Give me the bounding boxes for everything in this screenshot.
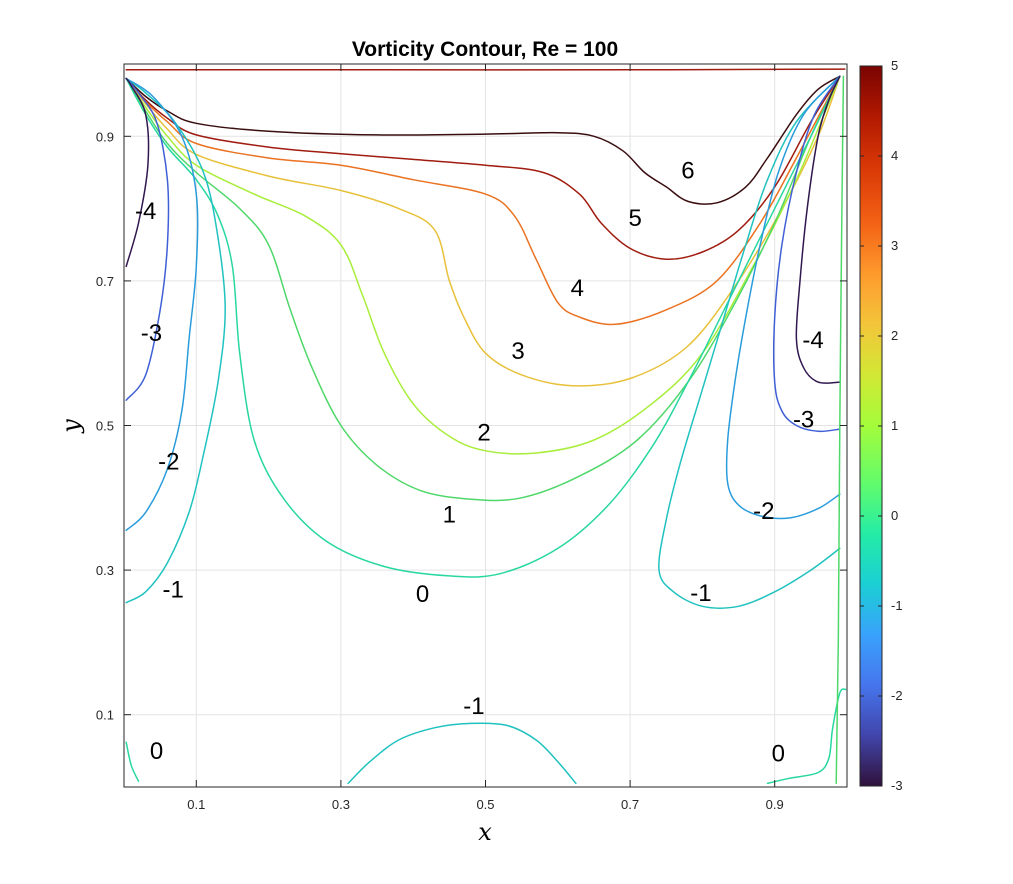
contour-line-level-4	[125, 75, 841, 326]
contour-line-level-neg2	[725, 75, 841, 520]
contour-label: -2	[158, 449, 179, 476]
x-axis-ticks: 0.1 0.3 0.5 0.7 0.9	[187, 64, 784, 812]
contour-label: 0	[150, 738, 163, 765]
contour-line-level-6	[125, 75, 841, 205]
y-tick-label: 0.3	[96, 563, 114, 578]
contour-line-level-1	[125, 75, 841, 502]
contour-label: 5	[628, 205, 641, 232]
y-tick-label: 0.5	[96, 419, 114, 434]
x-tick-label: 0.9	[766, 797, 784, 812]
colorbar-tick-label: 0	[891, 508, 898, 523]
x-axis-label: x	[478, 818, 492, 846]
contour-label: 6	[681, 157, 694, 184]
y-axis-label: y	[57, 419, 85, 434]
x-tick-label: 0.7	[621, 797, 639, 812]
contour-label: 3	[511, 338, 524, 365]
contour-line-level-0	[125, 741, 140, 782]
contour-label: -4	[802, 327, 823, 354]
contour-lines	[125, 68, 847, 785]
contour-line-level-2	[125, 75, 841, 455]
colorbar-tick-label: 3	[891, 238, 898, 253]
y-axis-ticks: 0.1 0.3 0.5 0.7 0.9	[96, 129, 847, 723]
contour-line-level-0	[766, 688, 847, 785]
contour-line-level-neg1	[347, 722, 577, 785]
contour-label: -4	[135, 198, 156, 225]
contour-label: 0	[772, 741, 785, 768]
colorbar-ticks: 5 4 3 2 1 0 -1 -2 -3	[860, 58, 903, 793]
contour-line-level-neg2	[125, 77, 199, 532]
contour-label: -3	[141, 320, 162, 347]
contour-label: -1	[463, 693, 484, 720]
colorbar-tick-label: 2	[891, 328, 898, 343]
contour-label: 0	[416, 581, 429, 608]
contour-line-level-neg3	[773, 75, 841, 433]
y-tick-label: 0.7	[96, 274, 114, 289]
contour-label: 2	[477, 420, 490, 447]
contour-label: 4	[571, 275, 584, 302]
colorbar-tick-label: 1	[891, 418, 898, 433]
colorbar-tick-label: -1	[891, 598, 903, 613]
colorbar-tick-label: -2	[891, 688, 903, 703]
contour-label: -3	[793, 407, 814, 434]
colorbar-tick-label: 4	[891, 148, 898, 163]
chart-title: Vorticity Contour, Re = 100	[352, 38, 618, 61]
contour-line-level-5	[125, 75, 841, 261]
x-tick-label: 0.1	[187, 797, 205, 812]
x-tick-label: 0.5	[476, 797, 494, 812]
contour-label: -2	[753, 498, 774, 525]
contour-line-level-neg1	[658, 75, 841, 609]
contour-label: 1	[443, 501, 456, 528]
y-tick-label: 0.9	[96, 129, 114, 144]
colorbar-tick-label: 5	[891, 58, 898, 73]
contour-label: -1	[690, 580, 711, 607]
contour-label: -1	[162, 577, 183, 604]
contour-line-level-neg4	[125, 77, 150, 268]
contour-line-level-neg1	[125, 77, 226, 604]
x-tick-label: 0.3	[332, 797, 350, 812]
contour-line-level-neg3	[125, 77, 170, 401]
contour-labels: 6 5 4 3 2 1 0 -1 -2 -3 -4 -1 -2 -3 -4 -1 0 0	[135, 157, 824, 767]
contour-line-level-1	[835, 75, 845, 785]
colorbar-tick-label: -3	[891, 778, 903, 793]
contour-line-level-neg4	[795, 75, 841, 384]
y-tick-label: 0.1	[96, 708, 114, 723]
